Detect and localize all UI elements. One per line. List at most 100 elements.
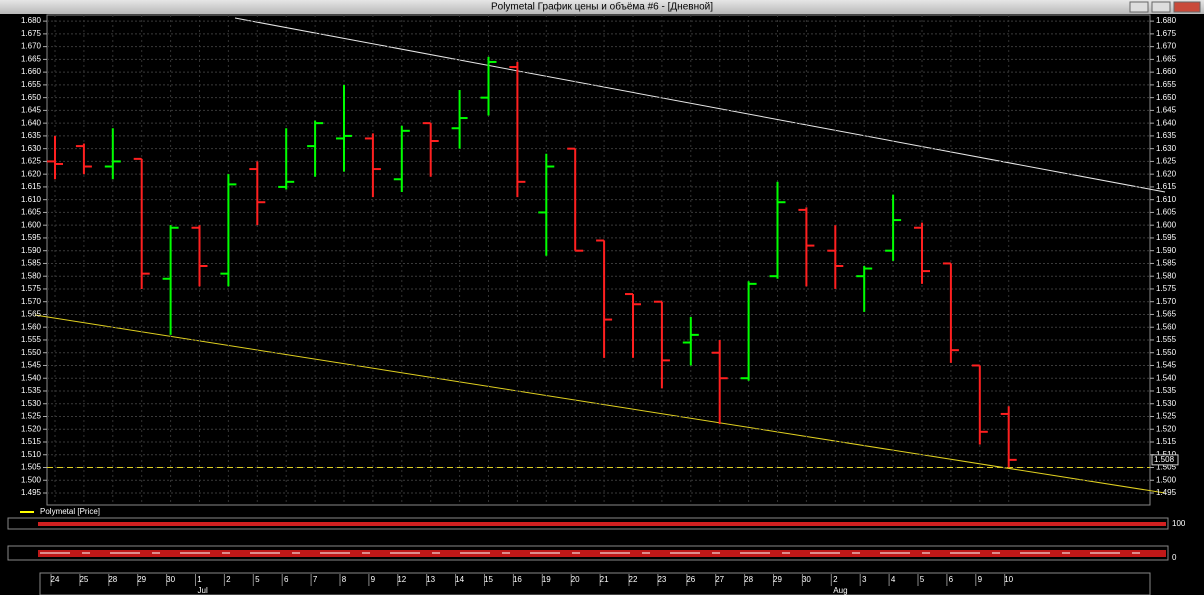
x-tick-label: 25 bbox=[79, 575, 88, 584]
y-tick-label: 1.580 bbox=[1156, 271, 1177, 280]
x-tick-label: 5 bbox=[255, 575, 260, 584]
x-tick-label: 28 bbox=[108, 575, 117, 584]
y-tick-label: 1.670 bbox=[1156, 42, 1177, 51]
y-tick-label: 1.560 bbox=[21, 322, 42, 331]
x-tick-label: 5 bbox=[920, 575, 925, 584]
y-tick-label: 1.645 bbox=[21, 106, 42, 115]
x-tick-label: 19 bbox=[542, 575, 551, 584]
x-tick-label: 9 bbox=[978, 575, 983, 584]
y-tick-label: 1.530 bbox=[21, 399, 42, 408]
volume-strip bbox=[38, 522, 1166, 526]
y-tick-label: 1.570 bbox=[21, 297, 42, 306]
y-tick-label: 1.580 bbox=[21, 271, 42, 280]
x-tick-label: 29 bbox=[137, 575, 146, 584]
y-tick-label: 1.655 bbox=[1156, 80, 1177, 89]
x-tick-label: 20 bbox=[571, 575, 580, 584]
x-tick-label: 13 bbox=[426, 575, 435, 584]
y-tick-label: 1.635 bbox=[21, 131, 42, 140]
date-axis bbox=[39, 572, 1151, 595]
x-tick-label: 3 bbox=[862, 575, 867, 584]
y-tick-label: 1.535 bbox=[1156, 386, 1177, 395]
y-tick-label: 1.615 bbox=[1156, 182, 1177, 191]
y-tick-label: 1.645 bbox=[1156, 106, 1177, 115]
window-title: Polymetal График цены и объёма #6 - [Дне… bbox=[491, 1, 713, 13]
x-tick-label: 15 bbox=[484, 575, 493, 584]
trend-line-upper bbox=[234, 17, 1166, 193]
maximize-button[interactable] bbox=[1151, 1, 1171, 13]
title-bar bbox=[0, 0, 1204, 14]
y-tick-label: 1.520 bbox=[21, 424, 42, 433]
x-tick-label: 10 bbox=[1004, 575, 1013, 584]
y-tick-label: 1.535 bbox=[21, 386, 42, 395]
last-price-label: 1.508 bbox=[1154, 455, 1175, 464]
x-tick-label: 23 bbox=[657, 575, 666, 584]
y-tick-label: 1.665 bbox=[21, 54, 42, 63]
y-tick-label: 1.595 bbox=[21, 233, 42, 242]
x-tick-label: 6 bbox=[284, 575, 289, 584]
y-tick-label: 1.585 bbox=[21, 259, 42, 268]
y-tick-label: 1.670 bbox=[21, 42, 42, 51]
y-tick-label: 1.680 bbox=[1156, 16, 1177, 25]
y-tick-label: 1.675 bbox=[1156, 29, 1177, 38]
x-tick-label: 12 bbox=[397, 575, 406, 584]
y-tick-label: 1.525 bbox=[1156, 412, 1177, 421]
y-tick-label: 1.655 bbox=[21, 80, 42, 89]
close-button[interactable] bbox=[1173, 1, 1201, 13]
y-tick-label: 1.600 bbox=[1156, 220, 1177, 229]
x-tick-label: 22 bbox=[629, 575, 638, 584]
y-tick-label: 1.650 bbox=[21, 93, 42, 102]
y-tick-label: 1.500 bbox=[21, 475, 42, 484]
x-tick-label: 30 bbox=[802, 575, 811, 584]
y-tick-label: 1.525 bbox=[21, 412, 42, 421]
y-tick-label: 1.560 bbox=[1156, 322, 1177, 331]
x-tick-label: 8 bbox=[342, 575, 347, 584]
minimize-button[interactable] bbox=[1129, 1, 1149, 13]
y-tick-label: 1.585 bbox=[1156, 259, 1177, 268]
y-tick-label: 1.550 bbox=[21, 348, 42, 357]
y-tick-label: 1.505 bbox=[21, 463, 42, 472]
y-tick-label: 1.555 bbox=[21, 335, 42, 344]
y-tick-label: 1.605 bbox=[21, 208, 42, 217]
y-tick-label: 1.515 bbox=[21, 437, 42, 446]
x-tick-label: 16 bbox=[513, 575, 522, 584]
month-label: Aug bbox=[833, 586, 847, 595]
y-tick-label: 1.590 bbox=[21, 246, 42, 255]
y-tick-label: 1.550 bbox=[1156, 348, 1177, 357]
y-tick-label: 1.660 bbox=[1156, 67, 1177, 76]
y-tick-label: 1.545 bbox=[1156, 361, 1177, 370]
y-tick-label: 1.520 bbox=[1156, 424, 1177, 433]
volume-tick-label: 100 bbox=[1172, 519, 1186, 528]
y-tick-label: 1.610 bbox=[1156, 195, 1177, 204]
x-tick-label: 27 bbox=[715, 575, 724, 584]
x-tick-label: 1 bbox=[197, 575, 202, 584]
y-tick-label: 1.540 bbox=[21, 373, 42, 382]
y-tick-label: 1.575 bbox=[1156, 284, 1177, 293]
y-tick-label: 1.600 bbox=[21, 220, 42, 229]
y-tick-label: 1.615 bbox=[21, 182, 42, 191]
y-tick-label: 1.500 bbox=[1156, 475, 1177, 484]
x-tick-label: 9 bbox=[371, 575, 376, 584]
x-tick-label: 2 bbox=[226, 575, 231, 584]
y-tick-label: 1.570 bbox=[1156, 297, 1177, 306]
x-tick-label: 2 bbox=[833, 575, 838, 584]
y-tick-label: 1.510 bbox=[21, 450, 42, 459]
x-tick-label: 28 bbox=[744, 575, 753, 584]
y-tick-label: 1.635 bbox=[1156, 131, 1177, 140]
y-tick-label: 1.545 bbox=[21, 361, 42, 370]
y-tick-label: 1.515 bbox=[1156, 437, 1177, 446]
y-tick-label: 1.665 bbox=[1156, 54, 1177, 63]
y-tick-label: 1.565 bbox=[21, 310, 42, 319]
x-tick-label: 7 bbox=[313, 575, 318, 584]
plot-frame bbox=[46, 14, 1151, 506]
y-tick-label: 1.625 bbox=[1156, 157, 1177, 166]
x-tick-label: 14 bbox=[455, 575, 464, 584]
x-tick-label: 4 bbox=[891, 575, 896, 584]
x-tick-label: 24 bbox=[51, 575, 60, 584]
y-tick-label: 1.565 bbox=[1156, 310, 1177, 319]
y-tick-label: 1.505 bbox=[1156, 463, 1177, 472]
y-tick-label: 1.540 bbox=[1156, 373, 1177, 382]
y-tick-label: 1.595 bbox=[1156, 233, 1177, 242]
y-tick-label: 1.530 bbox=[1156, 399, 1177, 408]
y-tick-label: 1.660 bbox=[21, 67, 42, 76]
